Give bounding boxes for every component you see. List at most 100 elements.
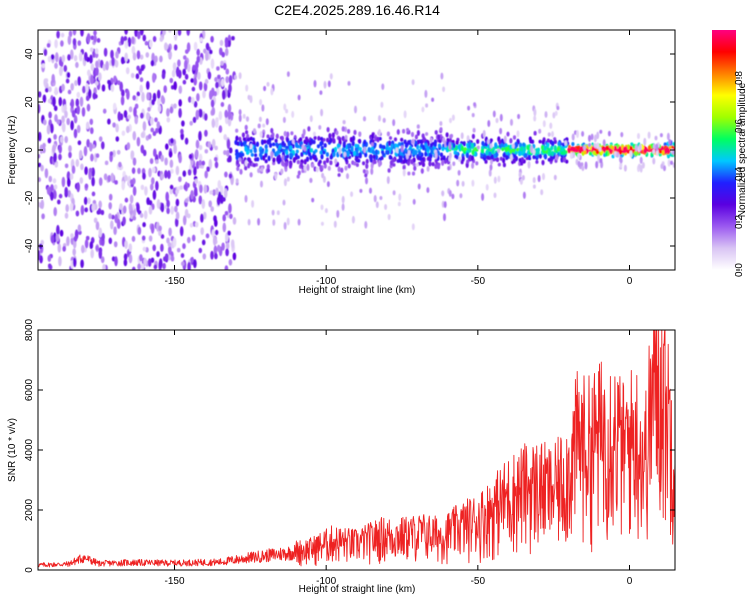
- spectrogram-cell: [476, 145, 480, 150]
- spectrogram-cell: [195, 149, 199, 159]
- spectrogram-cell: [91, 176, 95, 187]
- spectrogram-cell: [173, 81, 177, 91]
- spectrogram-cell: [320, 221, 324, 226]
- spectrogram-cell: [320, 145, 324, 151]
- spectrogram-cell: [647, 131, 651, 139]
- spectrogram-cell: [373, 160, 377, 165]
- spectrogram-cell: [203, 211, 207, 220]
- spectrogram-cell: [326, 126, 330, 133]
- spectrogram-cell: [365, 163, 369, 169]
- spectrogram-cell: [519, 178, 523, 185]
- spectrogram-cell: [303, 146, 307, 152]
- spectrogram-cell: [195, 139, 200, 149]
- spectrogram-cell: [136, 65, 140, 71]
- chart-title: C2E4.2025.289.16.46.R14: [274, 2, 440, 18]
- spectrogram-cell: [442, 155, 446, 161]
- spectrogram-cell: [39, 144, 44, 155]
- spectrogram-cell: [163, 256, 167, 262]
- spectrogram-cell: [511, 148, 516, 153]
- spectrogram-cell: [67, 189, 71, 198]
- spectrogram-cell: [299, 141, 304, 146]
- spectrogram-cell: [407, 149, 411, 156]
- spectrogram-cell: [60, 32, 65, 38]
- spectrogram-cell: [53, 105, 58, 112]
- spectrogram-cell: [499, 127, 503, 135]
- spectrogram-cell: [327, 80, 331, 88]
- spectrogram-cell: [195, 109, 200, 121]
- x-tick-label: -50: [471, 576, 486, 587]
- spectrogram-cell: [47, 263, 52, 269]
- spectrogram-cell: [85, 121, 90, 130]
- spectrogram-cell: [402, 128, 406, 134]
- spectrogram-cell: [73, 115, 78, 124]
- spectrogram-cell: [119, 203, 123, 211]
- spectrogram-cell: [52, 96, 56, 107]
- spectrogram-cell: [289, 161, 293, 167]
- spectrogram-cell: [203, 184, 208, 194]
- spectrogram-cell: [569, 152, 573, 159]
- spectrogram-cell: [286, 131, 290, 138]
- spectrogram-cell: [98, 177, 103, 186]
- spectrogram-cell: [353, 161, 357, 166]
- spectrogram-cell: [637, 133, 640, 140]
- spectrogram-cell: [604, 150, 609, 157]
- spectrogram-cell: [84, 183, 89, 189]
- spectrogram-cell: [619, 156, 623, 163]
- spectrogram-cell: [44, 168, 49, 179]
- spectrogram-cell: [210, 206, 214, 212]
- spectrogram-cell: [85, 95, 90, 102]
- spectrogram-cell: [252, 128, 257, 134]
- spectrogram-cell: [274, 138, 278, 143]
- spectrogram-cell: [70, 98, 75, 109]
- spectrogram-cell: [384, 204, 388, 210]
- spectrogram-cell: [241, 132, 245, 138]
- spectrogram-cell: [486, 154, 490, 161]
- spectrogram-cell: [198, 153, 203, 162]
- spectrogram-cell: [175, 211, 180, 220]
- spectrogram-cell: [141, 235, 146, 241]
- spectrogram-cell: [66, 117, 70, 126]
- spectrogram-cell: [439, 152, 444, 158]
- spectrogram-cell: [251, 137, 255, 142]
- spectrogram-cell: [489, 164, 493, 171]
- spectrogram-cell: [593, 134, 597, 143]
- spectrogram-cell: [633, 151, 637, 156]
- spectrogram-cell: [228, 147, 233, 154]
- spectrogram-cell: [170, 168, 174, 174]
- spectrogram-cell: [363, 146, 367, 154]
- spectrogram-cell: [178, 69, 182, 79]
- spectrogram-cell: [192, 64, 196, 71]
- spectrogram-cell: [322, 150, 326, 155]
- spectrogram-cell: [452, 161, 456, 167]
- spectrogram-cell: [550, 145, 554, 151]
- spectrogram-cell: [365, 158, 369, 164]
- spectrogram-cell: [107, 174, 111, 183]
- spectrogram-cell: [169, 159, 174, 169]
- spectrogram-cell: [418, 150, 422, 157]
- spectrogram-cell: [152, 244, 156, 252]
- spectrogram-cell: [638, 144, 642, 151]
- spectrogram-cell: [602, 147, 606, 152]
- spectrogram-cell: [203, 82, 208, 92]
- spectrogram-cell: [275, 142, 279, 147]
- spectrogram-cell: [118, 161, 122, 168]
- spectrogram-cell: [537, 175, 541, 183]
- spectrogram-cell: [201, 199, 206, 209]
- spectrogram-cell: [215, 81, 219, 89]
- spectrogram-cell: [151, 52, 155, 63]
- spectrogram-cell: [643, 148, 647, 154]
- spectrogram-cell: [189, 120, 193, 126]
- spectrogram-cell: [209, 90, 213, 100]
- spectrogram-cell: [158, 225, 162, 232]
- spectrogram-cell: [41, 63, 46, 69]
- spectrogram-cell: [191, 96, 195, 105]
- spectrogram-cell: [174, 217, 179, 227]
- spectrogram-cell: [212, 189, 216, 196]
- spectrogram-cell: [557, 141, 561, 146]
- snr-x-ticks: -150 -100 -50 0: [164, 330, 633, 587]
- spectrogram-cell: [282, 116, 286, 123]
- spectrogram-cell: [315, 166, 319, 173]
- spectrogram-cell: [79, 96, 84, 107]
- spectrogram-cell: [532, 149, 536, 155]
- spectrogram-cell: [87, 197, 91, 205]
